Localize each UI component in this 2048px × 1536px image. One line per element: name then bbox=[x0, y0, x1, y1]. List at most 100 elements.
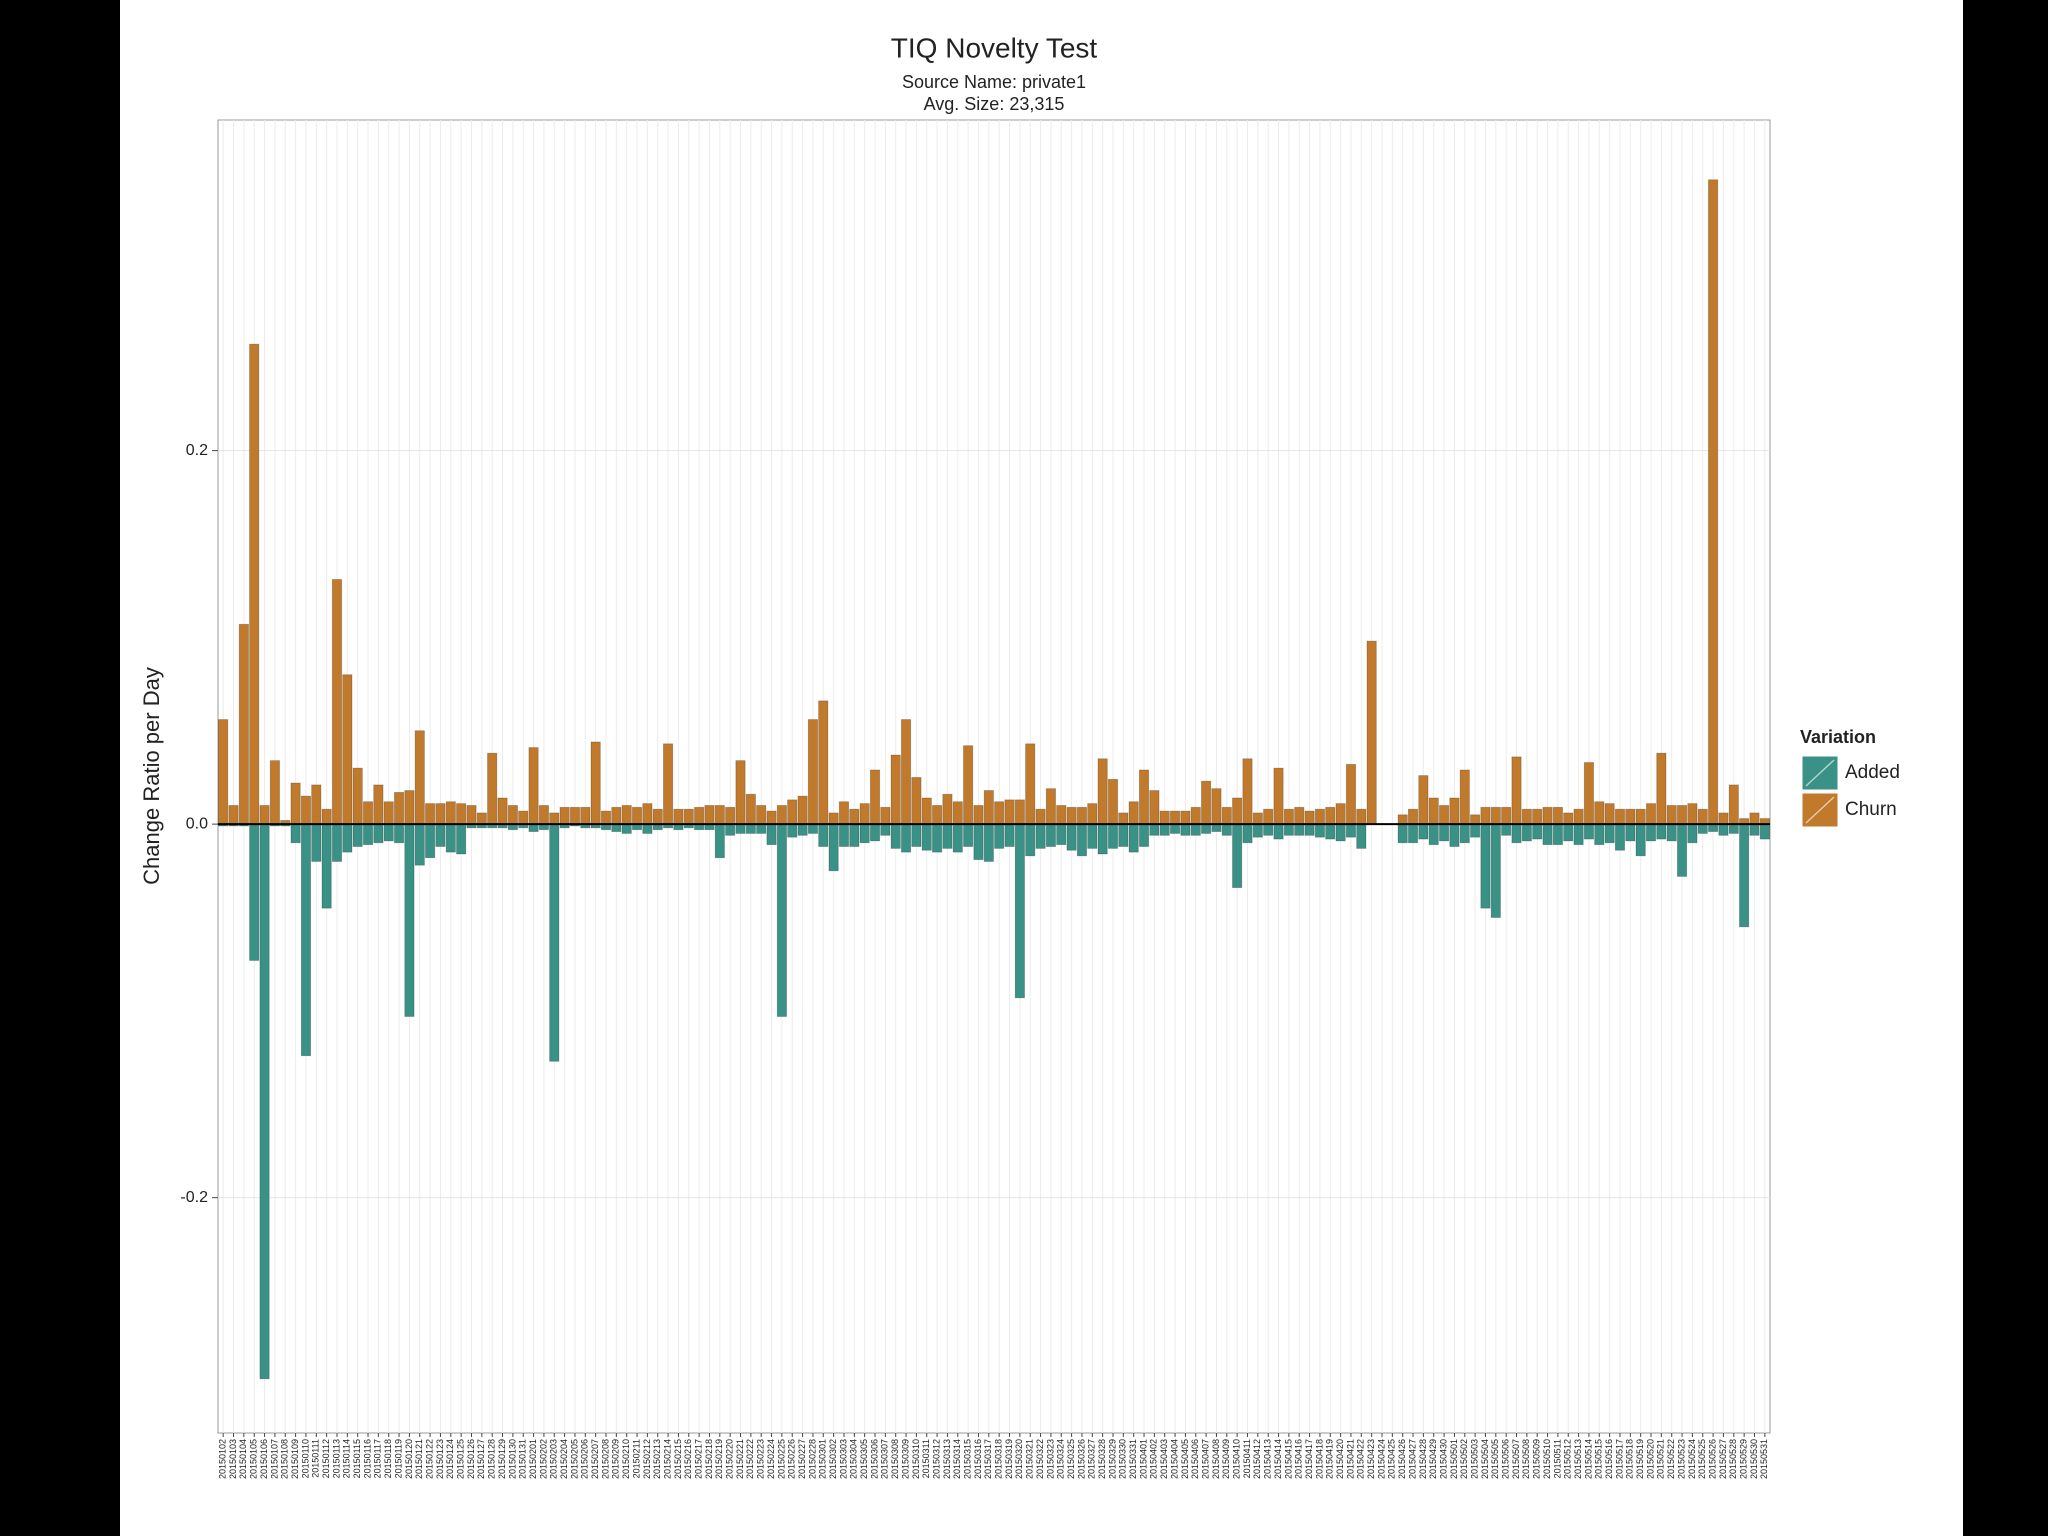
bar bbox=[652, 808, 663, 825]
bar bbox=[932, 805, 943, 825]
bar bbox=[414, 823, 425, 866]
bar bbox=[921, 797, 932, 825]
bar bbox=[1345, 763, 1357, 825]
x-tick-label: 20150206 bbox=[580, 1439, 590, 1479]
bar bbox=[445, 801, 456, 825]
bar bbox=[1418, 823, 1429, 840]
bar bbox=[425, 823, 436, 859]
bar bbox=[1583, 823, 1594, 840]
bar bbox=[725, 806, 736, 825]
bar bbox=[818, 823, 829, 847]
bar bbox=[828, 812, 839, 825]
bar bbox=[1583, 762, 1594, 825]
x-tick-label: 20150430 bbox=[1438, 1439, 1448, 1479]
bar bbox=[404, 823, 415, 1017]
x-tick-label: 20150131 bbox=[518, 1439, 528, 1479]
bar bbox=[1118, 823, 1129, 847]
bar bbox=[787, 823, 798, 838]
bar bbox=[1728, 784, 1739, 825]
bar bbox=[1480, 806, 1491, 825]
bar bbox=[714, 823, 725, 859]
bar bbox=[1283, 823, 1294, 836]
plot-panel bbox=[217, 119, 1771, 1434]
x-tick-label: 20150207 bbox=[590, 1439, 600, 1479]
bar bbox=[1314, 823, 1325, 838]
x-tick-label: 20150328 bbox=[1097, 1439, 1107, 1479]
bar bbox=[1190, 823, 1201, 836]
bar bbox=[1325, 806, 1336, 825]
bar bbox=[797, 795, 808, 825]
x-tick-label: 20150503 bbox=[1469, 1439, 1479, 1479]
x-tick-label: 20150224 bbox=[766, 1439, 776, 1479]
bar bbox=[1118, 812, 1129, 825]
bar bbox=[1645, 823, 1657, 842]
chart-subtitle: Avg. Size: 23,315 bbox=[924, 94, 1065, 114]
x-tick-label: 20150218 bbox=[704, 1439, 714, 1479]
bar bbox=[435, 823, 446, 847]
x-tick-label: 20150102 bbox=[218, 1439, 228, 1479]
bar bbox=[352, 823, 363, 847]
x-tick-label: 20150427 bbox=[1407, 1439, 1417, 1479]
x-tick-label: 20150528 bbox=[1728, 1439, 1738, 1479]
x-tick-label: 20150127 bbox=[476, 1439, 486, 1479]
x-tick-label: 20150315 bbox=[963, 1439, 973, 1479]
bar bbox=[600, 810, 612, 825]
bar bbox=[1056, 805, 1067, 825]
y-axis-label: Change Ratio per Day bbox=[139, 667, 164, 885]
x-tick-label: 20150210 bbox=[621, 1439, 631, 1479]
bar bbox=[1004, 799, 1015, 825]
bar bbox=[849, 823, 860, 847]
x-tick-label: 20150508 bbox=[1521, 1439, 1531, 1479]
x-tick-label: 20150114 bbox=[342, 1439, 352, 1478]
bar bbox=[1563, 812, 1574, 825]
x-tick-label: 20150220 bbox=[725, 1439, 735, 1479]
bar bbox=[1708, 823, 1719, 832]
bar bbox=[994, 823, 1005, 849]
bar bbox=[735, 760, 746, 825]
x-tick-label: 20150529 bbox=[1739, 1439, 1749, 1479]
bar bbox=[994, 801, 1005, 825]
bar bbox=[435, 803, 446, 825]
x-tick-label: 20150124 bbox=[445, 1439, 455, 1479]
bar bbox=[1221, 823, 1232, 836]
bar bbox=[559, 806, 570, 825]
x-tick-label: 20150129 bbox=[497, 1439, 507, 1479]
bar bbox=[1532, 823, 1543, 840]
bar bbox=[1356, 808, 1367, 825]
x-tick-label: 20150113 bbox=[331, 1439, 341, 1478]
bar bbox=[1449, 797, 1460, 825]
x-tick-label: 20150428 bbox=[1418, 1439, 1428, 1479]
x-tick-label: 20150329 bbox=[1107, 1439, 1117, 1479]
x-tick-label: 20150414 bbox=[1273, 1439, 1283, 1479]
x-tick-label: 20150117 bbox=[373, 1439, 383, 1478]
bar bbox=[466, 805, 477, 825]
x-tick-label: 20150525 bbox=[1697, 1439, 1707, 1479]
bar bbox=[1490, 806, 1501, 825]
bar bbox=[828, 823, 839, 872]
x-tick-label: 20150313 bbox=[942, 1439, 952, 1479]
bar bbox=[1470, 823, 1481, 838]
bar bbox=[714, 805, 725, 825]
x-tick-label: 20150424 bbox=[1376, 1439, 1386, 1479]
y-tick-label: 0.2 bbox=[186, 442, 208, 459]
bar bbox=[352, 767, 363, 825]
x-tick-label: 20150116 bbox=[362, 1439, 372, 1478]
x-tick-label: 20150108 bbox=[280, 1439, 290, 1479]
bar bbox=[528, 747, 539, 825]
bar bbox=[1242, 758, 1253, 825]
x-tick-label: 20150122 bbox=[424, 1439, 434, 1479]
bar bbox=[1635, 823, 1646, 857]
bar bbox=[1087, 803, 1098, 825]
x-tick-label: 20150115 bbox=[352, 1439, 362, 1478]
bar bbox=[1739, 823, 1750, 928]
bar bbox=[1697, 808, 1708, 825]
x-tick-label: 20150107 bbox=[269, 1439, 279, 1479]
x-tick-label: 20150526 bbox=[1707, 1439, 1717, 1479]
bar bbox=[383, 801, 394, 825]
x-tick-label: 20150221 bbox=[735, 1439, 745, 1479]
x-tick-label: 20150213 bbox=[652, 1439, 662, 1479]
x-tick-label: 20150410 bbox=[1232, 1439, 1242, 1479]
bar bbox=[507, 805, 518, 825]
x-tick-label: 20150302 bbox=[828, 1439, 838, 1479]
x-tick-label: 20150225 bbox=[776, 1439, 786, 1479]
